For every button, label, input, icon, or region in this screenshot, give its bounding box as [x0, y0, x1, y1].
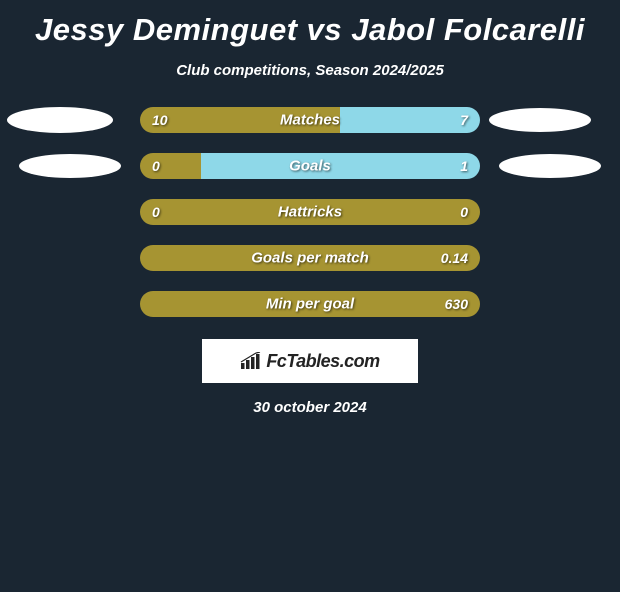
player2-marker [489, 108, 591, 132]
bar-value-player1: 0 [152, 158, 160, 174]
player1-marker [19, 154, 121, 178]
bar-row: Matches 10 7 [0, 107, 620, 133]
player2-marker [499, 154, 601, 178]
bar-label: Hattricks [278, 204, 342, 221]
chart-icon [240, 352, 262, 370]
page-title: Jessy Deminguet vs Jabol Folcarelli [0, 12, 620, 48]
comparison-bars: Matches 10 7 Goals 0 1 Hattricks 0 0 Goals per ma… [0, 107, 620, 317]
logo-text: FcTables.com [266, 351, 379, 372]
bar-segment-player1 [140, 153, 201, 179]
bar-value-player1: 10 [152, 112, 168, 128]
stat-bar: Matches 10 7 [140, 107, 480, 133]
bar-value-player2: 0 [460, 204, 468, 220]
fctables-logo: FcTables.com [202, 339, 418, 383]
player1-marker [7, 107, 113, 133]
stat-bar: Goals per match 0.14 [140, 245, 480, 271]
bar-segment-player2 [201, 153, 480, 179]
stat-bar: Min per goal 630 [140, 291, 480, 317]
bar-value-player2: 7 [460, 112, 468, 128]
bar-value-player2: 0.14 [441, 250, 468, 266]
bar-value-player2: 630 [445, 296, 468, 312]
stat-bar: Hattricks 0 0 [140, 199, 480, 225]
bar-row: Hattricks 0 0 [0, 199, 620, 225]
bar-row: Goals 0 1 [0, 153, 620, 179]
bar-value-player2: 1 [460, 158, 468, 174]
stat-bar: Goals 0 1 [140, 153, 480, 179]
bar-row: Goals per match 0.14 [0, 245, 620, 271]
bar-label: Matches [280, 112, 340, 129]
bar-label: Min per goal [266, 296, 354, 313]
bar-label: Goals [289, 158, 331, 175]
bar-segment-player2 [340, 107, 480, 133]
page-subtitle: Club competitions, Season 2024/2025 [0, 62, 620, 79]
date-text: 30 october 2024 [0, 399, 620, 416]
bar-value-player1: 0 [152, 204, 160, 220]
bar-row: Min per goal 630 [0, 291, 620, 317]
bar-label: Goals per match [251, 250, 369, 267]
